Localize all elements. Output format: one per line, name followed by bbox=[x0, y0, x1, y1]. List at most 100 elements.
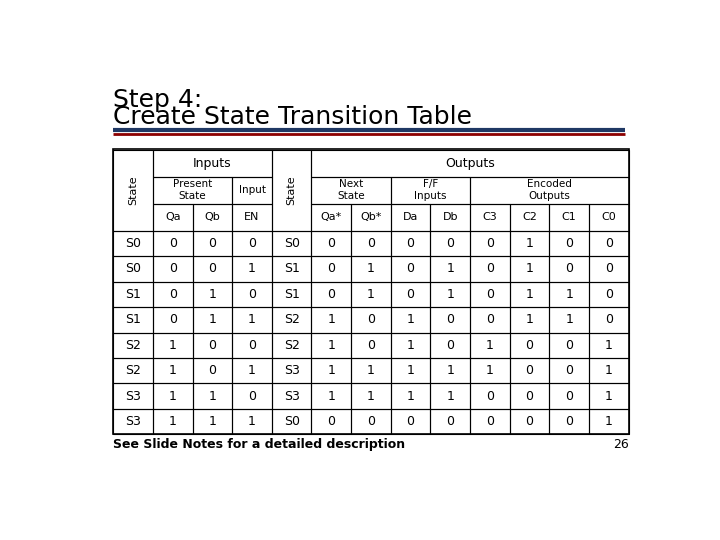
Bar bbox=[589, 333, 629, 358]
Bar bbox=[470, 204, 510, 231]
Text: S1: S1 bbox=[125, 288, 141, 301]
Text: 0: 0 bbox=[486, 313, 494, 326]
Text: 1: 1 bbox=[208, 313, 216, 326]
Text: 0: 0 bbox=[168, 313, 176, 326]
Text: S1: S1 bbox=[284, 288, 300, 301]
Bar bbox=[113, 150, 629, 434]
Text: Next
State: Next State bbox=[337, 179, 365, 201]
Text: 0: 0 bbox=[248, 390, 256, 403]
Bar bbox=[272, 256, 312, 282]
Text: Qa*: Qa* bbox=[320, 212, 342, 222]
Text: 0: 0 bbox=[526, 364, 534, 377]
Bar bbox=[510, 358, 549, 383]
Text: C2: C2 bbox=[522, 212, 537, 222]
Text: 1: 1 bbox=[526, 262, 534, 275]
Bar bbox=[272, 231, 312, 256]
Text: 1: 1 bbox=[208, 390, 216, 403]
Text: Inputs: Inputs bbox=[193, 157, 232, 170]
Bar bbox=[351, 358, 391, 383]
Text: 1: 1 bbox=[248, 313, 256, 326]
Text: 1: 1 bbox=[168, 415, 176, 428]
Text: 0: 0 bbox=[367, 313, 375, 326]
Text: 0: 0 bbox=[446, 415, 454, 428]
Bar bbox=[431, 333, 470, 358]
Text: 1: 1 bbox=[486, 364, 494, 377]
Bar bbox=[431, 409, 470, 434]
Bar bbox=[113, 256, 153, 282]
Text: 0: 0 bbox=[248, 339, 256, 352]
Bar bbox=[470, 333, 510, 358]
Text: 0: 0 bbox=[407, 262, 415, 275]
Bar bbox=[431, 204, 470, 231]
Text: 1: 1 bbox=[168, 390, 176, 403]
Bar bbox=[113, 383, 153, 409]
Text: Db: Db bbox=[443, 212, 458, 222]
Bar bbox=[510, 231, 549, 256]
Bar bbox=[272, 307, 312, 333]
Bar bbox=[153, 358, 192, 383]
Text: 0: 0 bbox=[446, 237, 454, 250]
Text: Encoded
Outputs: Encoded Outputs bbox=[527, 179, 572, 201]
Bar bbox=[470, 307, 510, 333]
Bar bbox=[549, 231, 589, 256]
Text: 0: 0 bbox=[367, 237, 375, 250]
Bar bbox=[113, 409, 153, 434]
Bar bbox=[113, 282, 153, 307]
Bar bbox=[549, 358, 589, 383]
Text: C0: C0 bbox=[601, 212, 616, 222]
Bar bbox=[510, 204, 549, 231]
Text: 0: 0 bbox=[565, 390, 573, 403]
Bar bbox=[589, 358, 629, 383]
Text: 1: 1 bbox=[328, 390, 336, 403]
Bar bbox=[351, 333, 391, 358]
Bar bbox=[431, 358, 470, 383]
Text: 1: 1 bbox=[526, 237, 534, 250]
Bar bbox=[510, 282, 549, 307]
Text: 1: 1 bbox=[328, 339, 336, 352]
Text: 0: 0 bbox=[526, 415, 534, 428]
Text: 1: 1 bbox=[168, 364, 176, 377]
Bar bbox=[351, 282, 391, 307]
Text: 0: 0 bbox=[486, 237, 494, 250]
Text: 0: 0 bbox=[208, 364, 217, 377]
Text: 0: 0 bbox=[565, 262, 573, 275]
Bar bbox=[470, 282, 510, 307]
Bar bbox=[351, 231, 391, 256]
Bar bbox=[312, 177, 391, 204]
Bar bbox=[232, 409, 272, 434]
Text: State: State bbox=[128, 176, 138, 205]
Text: 0: 0 bbox=[605, 313, 613, 326]
Bar bbox=[391, 358, 431, 383]
Text: 1: 1 bbox=[367, 262, 375, 275]
Text: Da: Da bbox=[403, 212, 418, 222]
Bar bbox=[113, 150, 153, 231]
Text: F/F
Inputs: F/F Inputs bbox=[414, 179, 446, 201]
Bar bbox=[391, 409, 431, 434]
Bar bbox=[589, 307, 629, 333]
Bar bbox=[113, 231, 153, 256]
Text: 0: 0 bbox=[208, 237, 217, 250]
Bar bbox=[192, 383, 232, 409]
Bar bbox=[589, 256, 629, 282]
Text: S0: S0 bbox=[284, 415, 300, 428]
Text: 0: 0 bbox=[328, 237, 336, 250]
Bar bbox=[153, 282, 192, 307]
Bar bbox=[232, 358, 272, 383]
Bar bbox=[192, 231, 232, 256]
Bar bbox=[153, 409, 192, 434]
Text: 0: 0 bbox=[526, 390, 534, 403]
Text: 26: 26 bbox=[613, 438, 629, 451]
Bar bbox=[470, 256, 510, 282]
Bar bbox=[192, 333, 232, 358]
Bar bbox=[391, 333, 431, 358]
Bar bbox=[272, 409, 312, 434]
Bar bbox=[272, 358, 312, 383]
Bar bbox=[113, 307, 153, 333]
Bar bbox=[470, 383, 510, 409]
Text: 0: 0 bbox=[407, 237, 415, 250]
Bar bbox=[113, 358, 153, 383]
Text: 1: 1 bbox=[367, 390, 375, 403]
Bar bbox=[470, 231, 510, 256]
Text: 0: 0 bbox=[486, 415, 494, 428]
Text: Create State Transition Table: Create State Transition Table bbox=[113, 105, 472, 129]
